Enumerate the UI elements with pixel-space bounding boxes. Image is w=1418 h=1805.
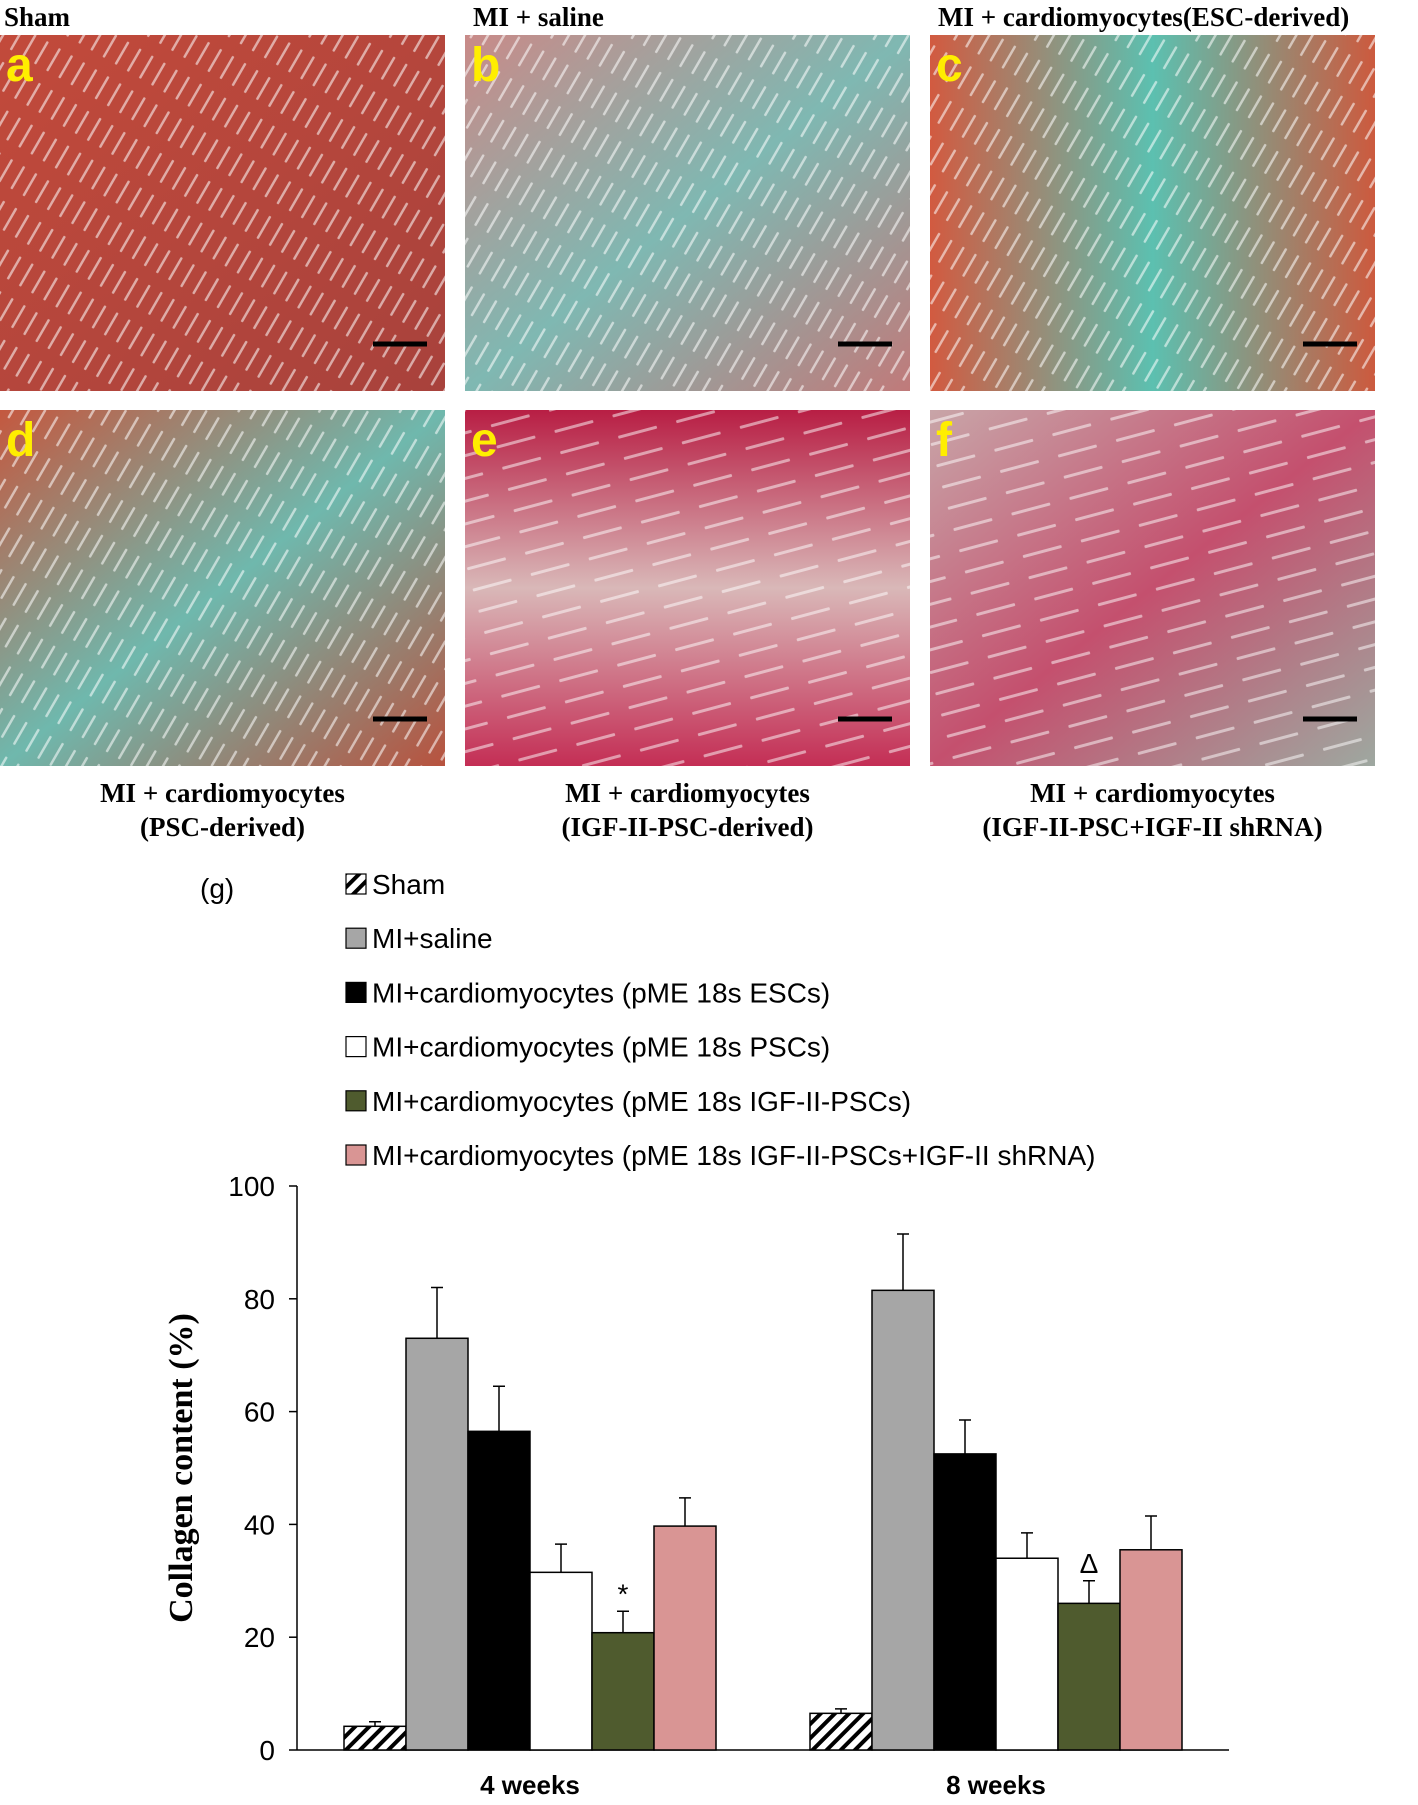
bar [343,1725,407,1751]
y-axis-label: Collagen content (%) [163,1313,200,1623]
bar-chart: (g) Sham MI+saline MI+cardiomyocytes (pME 1… [163,869,1229,1800]
panel-letter: e [471,414,498,467]
legend-label: MI+saline [372,923,493,954]
error-bar [1083,1580,1095,1604]
error-bar [555,1543,567,1573]
legend-swatch [345,1035,367,1058]
bar [871,1289,935,1751]
bar [467,1430,531,1751]
legend-label: MI+cardiomyocytes (pME 18s ESCs) [372,977,830,1008]
legend-swatch [345,1144,367,1166]
error-bar [369,1721,381,1727]
panel-letter: d [6,414,35,467]
histology-texture [465,410,910,766]
image-panels: a Sham b MI + saline c MI + cardiomyocytes(ES… [0,2,1375,842]
panel-label: (IGF-II-PSC-derived) [562,812,814,842]
bar [933,1453,997,1751]
panel-label: MI + saline [473,2,604,32]
x-tick-label: 4 weeks [480,1770,580,1800]
legend-swatch [345,1090,367,1112]
y-tick-label: 60 [244,1397,275,1428]
panel-label: (PSC-derived) [140,812,305,842]
histology-texture [930,410,1375,766]
error-bar [897,1233,909,1291]
significance-marker: Δ [1080,1548,1099,1579]
error-bar [679,1497,691,1527]
error-bar [1145,1515,1157,1550]
legend-swatch [345,873,367,895]
bar [653,1525,717,1751]
panel-label: (g) [200,873,234,904]
legend-label: MI+cardiomyocytes (pME 18s IGF-II-PSCs+I… [372,1140,1095,1171]
error-bar [493,1385,505,1432]
y-tick-label: 40 [244,1509,275,1540]
bar [995,1557,1059,1751]
error-bar [1021,1532,1033,1559]
panel-letter: c [936,39,963,92]
histology-texture [0,410,445,766]
histology-texture [465,35,910,391]
panel-label: Sham [4,2,71,32]
legend-label: Sham [372,869,445,900]
error-bar [431,1286,443,1339]
bar [405,1337,469,1751]
legend-label: MI+cardiomyocytes (pME 18s IGF-II-PSCs) [372,1086,911,1117]
y-tick-label: 80 [244,1284,275,1315]
bar [1057,1602,1121,1751]
bar [591,1631,655,1751]
legend-swatch [345,981,367,1004]
y-tick-label: 0 [259,1735,275,1766]
error-bar [835,1708,847,1714]
bar [809,1712,873,1751]
legend-swatch [345,927,367,949]
bar [529,1571,593,1751]
legend-label: MI+cardiomyocytes (pME 18s PSCs) [372,1032,830,1063]
bar [1119,1549,1183,1751]
y-tick-label: 100 [228,1171,275,1202]
histology-texture [930,35,1375,391]
panel-letter: a [6,39,33,92]
histology-texture [0,35,445,391]
panel-label: (IGF-II-PSC+IGF-II shRNA) [982,812,1322,842]
y-tick-label: 20 [244,1622,275,1653]
significance-marker: * [618,1578,629,1609]
panel-letter: b [471,39,500,92]
panel-label: MI + cardiomyocytes [100,778,345,808]
panel-label: MI + cardiomyocytes [565,778,810,808]
error-bar [617,1610,629,1633]
x-tick-label: 8 weeks [946,1770,1046,1800]
error-bar [959,1419,971,1454]
panel-label: MI + cardiomyocytes(ESC-derived) [938,2,1349,32]
panel-letter: f [936,414,953,467]
panel-label: MI + cardiomyocytes [1030,778,1275,808]
